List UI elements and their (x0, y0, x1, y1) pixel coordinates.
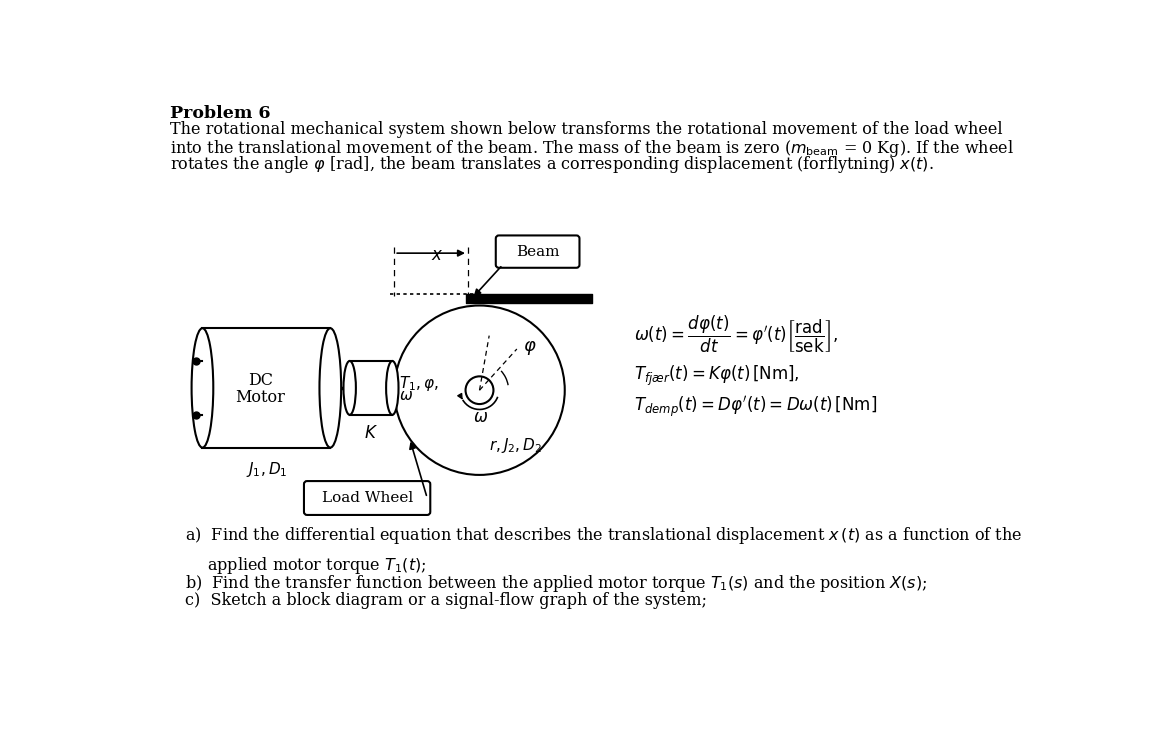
Text: $T_1, \varphi,$: $T_1, \varphi,$ (399, 374, 439, 393)
Bar (202, 328, 330, 447)
Text: $\omega$: $\omega$ (474, 409, 489, 426)
Ellipse shape (319, 328, 342, 447)
Text: c)  Sketch a block diagram or a signal-flow graph of the system;: c) Sketch a block diagram or a signal-fl… (185, 592, 707, 609)
Text: $\omega(t) = \dfrac{d\varphi(t)}{dt} = \varphi'(t)\left[\dfrac{\mathrm{rad}}{\ma: $\omega(t) = \dfrac{d\varphi(t)}{dt} = \… (634, 313, 839, 355)
Text: a)  Find the differential equation that describes the translational displacement: a) Find the differential equation that d… (185, 525, 1023, 546)
Text: rotates the angle $\varphi$ [rad], the beam translates a corresponding displacem: rotates the angle $\varphi$ [rad], the b… (170, 154, 934, 174)
Circle shape (466, 377, 494, 404)
Text: $J_1, D_1$: $J_1, D_1$ (246, 460, 287, 479)
Text: Problem 6: Problem 6 (170, 104, 270, 121)
Text: into the translational movement of the beam. The mass of the beam is zero ($m_\m: into the translational movement of the b… (170, 138, 1013, 158)
Text: $K$: $K$ (364, 425, 378, 442)
Text: Motor: Motor (235, 388, 285, 406)
Text: b)  Find the transfer function between the applied motor torque $T_1(s)$ and the: b) Find the transfer function between th… (185, 573, 927, 593)
FancyBboxPatch shape (304, 481, 431, 515)
Text: $x$: $x$ (431, 247, 443, 264)
Ellipse shape (344, 361, 356, 415)
Text: $\varphi$: $\varphi$ (523, 339, 537, 357)
Text: $T_{\mathit{demp}}(t) = D\varphi'(t) = D\omega(t)\,\left[\mathrm{Nm}\right]$: $T_{\mathit{demp}}(t) = D\varphi'(t) = D… (634, 394, 878, 420)
Ellipse shape (386, 361, 399, 415)
Text: $\omega$: $\omega$ (399, 389, 413, 404)
Ellipse shape (192, 328, 213, 447)
Circle shape (394, 306, 565, 475)
Text: applied motor torque $T_1(t)$;: applied motor torque $T_1(t)$; (207, 555, 426, 576)
Text: Load Wheel: Load Wheel (322, 491, 413, 505)
Text: DC: DC (248, 372, 273, 388)
FancyBboxPatch shape (496, 236, 579, 268)
Bar (350, 361, 392, 415)
Text: Beam: Beam (516, 245, 559, 258)
Text: $r, J_2, D_2$: $r, J_2, D_2$ (489, 436, 542, 455)
Text: $T_{\mathit{fj\ae r}}(t) = K\varphi(t)\,\left[\mathrm{Nm}\right],$: $T_{\mathit{fj\ae r}}(t) = K\varphi(t)\,… (634, 364, 800, 388)
Text: The rotational mechanical system shown below transforms the rotational movement : The rotational mechanical system shown b… (170, 121, 1003, 139)
